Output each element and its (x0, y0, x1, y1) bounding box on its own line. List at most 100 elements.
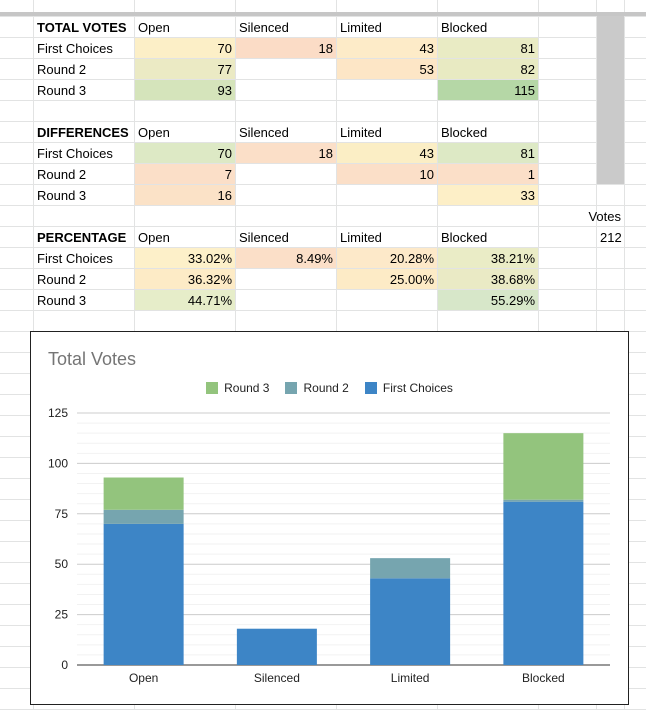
row-label-cell[interactable]: First Choices (37, 146, 113, 161)
bar-round-2 (103, 509, 184, 524)
legend-label: Round 3 (224, 381, 270, 395)
value-cell[interactable]: 7 (135, 164, 235, 184)
value-cell[interactable]: 33.02% (135, 248, 235, 268)
value-cell[interactable] (337, 290, 437, 310)
value-cell[interactable]: 10 (337, 164, 437, 184)
grid-row-line (0, 16, 646, 17)
value-cell[interactable] (236, 269, 336, 289)
grid-row-line (0, 310, 646, 311)
value-cell[interactable]: 38.68% (438, 269, 538, 289)
chart-plot: 0 25 50 75 100 125 Open Silenced Limited Blocked (48, 406, 610, 685)
value-cell[interactable]: 20.28% (337, 248, 437, 268)
value-cell[interactable]: 33 (438, 185, 538, 205)
row-label-cell[interactable]: Round 2 (37, 62, 87, 77)
column-header-cell[interactable]: Blocked (441, 20, 488, 35)
legend-item[interactable]: Round 3 (206, 381, 269, 395)
section-title-cell[interactable]: TOTAL VOTES (37, 20, 127, 35)
y-tick-label: 125 (48, 406, 68, 420)
grid-row-line (0, 163, 646, 164)
section-title-cell[interactable]: DIFFERENCES (37, 125, 129, 140)
column-header-cell[interactable]: Open (138, 125, 170, 140)
y-tick-label: 100 (48, 456, 68, 470)
value-cell[interactable]: 44.71% (135, 290, 235, 310)
value-cell[interactable] (337, 185, 437, 205)
column-header-cell[interactable]: Silenced (239, 125, 289, 140)
value-cell[interactable] (236, 164, 336, 184)
frozen-row-divider[interactable] (0, 12, 646, 16)
grid-row-line (0, 205, 646, 206)
legend-swatch (206, 382, 219, 394)
section-title-cell[interactable]: PERCENTAGE (37, 230, 127, 245)
y-tick-label: 75 (55, 507, 69, 521)
value-cell[interactable]: 93 (135, 80, 235, 100)
y-tick-label: 0 (61, 658, 68, 672)
grid-row-line (0, 268, 646, 269)
column-header-cell[interactable]: Limited (340, 20, 382, 35)
value-cell[interactable]: 53 (337, 59, 437, 79)
row-label-cell[interactable]: Round 2 (37, 167, 87, 182)
value-cell[interactable] (236, 59, 336, 79)
grid-row-line (0, 37, 646, 38)
row-label-cell[interactable]: First Choices (37, 251, 113, 266)
bar-round-3 (503, 433, 584, 500)
value-cell[interactable] (236, 185, 336, 205)
value-cell[interactable]: 1 (438, 164, 538, 184)
chart-legend: Round 3 Round 2 First Choices (31, 381, 628, 395)
value-cell[interactable]: 77 (135, 59, 235, 79)
value-cell[interactable]: 16 (135, 185, 235, 205)
grid-row-line (0, 79, 646, 80)
legend-label: Round 2 (303, 381, 349, 395)
gray-filled-cells[interactable] (597, 16, 624, 184)
row-label-cell[interactable]: First Choices (37, 41, 113, 56)
row-label-cell[interactable]: Round 3 (37, 83, 87, 98)
column-header-cell[interactable]: Limited (340, 230, 382, 245)
legend-label: First Choices (382, 381, 453, 395)
x-tick-label: Limited (391, 671, 430, 685)
chart-total-votes[interactable]: Total Votes Round 3 Round 2 First Choices … (30, 331, 629, 705)
value-cell[interactable] (236, 290, 336, 310)
value-cell[interactable]: 55.29% (438, 290, 538, 310)
value-cell[interactable]: 70 (135, 143, 235, 163)
bar-first-choices (103, 523, 184, 665)
grid-row-line (0, 58, 646, 59)
value-cell[interactable]: 81 (438, 143, 538, 163)
value-cell[interactable]: 43 (337, 38, 437, 58)
legend-item[interactable]: Round 2 (285, 381, 349, 395)
grid-row-line (0, 142, 646, 143)
column-header-cell[interactable]: Open (138, 230, 170, 245)
value-cell[interactable]: 18 (236, 143, 336, 163)
y-tick-label: 25 (55, 608, 69, 622)
column-header-cell[interactable]: Open (138, 20, 170, 35)
value-cell[interactable]: 70 (135, 38, 235, 58)
column-header-cell[interactable]: Silenced (239, 20, 289, 35)
value-cell[interactable]: 115 (438, 80, 538, 100)
value-cell[interactable]: 8.49% (236, 248, 336, 268)
value-cell[interactable]: 43 (337, 143, 437, 163)
grid-row-line (0, 121, 646, 122)
value-cell[interactable]: 36.32% (135, 269, 235, 289)
row-label-cell[interactable]: Round 3 (37, 293, 87, 308)
bar-round-2 (503, 499, 584, 502)
chart-title: Total Votes (48, 349, 137, 369)
value-cell[interactable]: 82 (438, 59, 538, 79)
row-label-cell[interactable]: Round 3 (37, 188, 87, 203)
grid-row-line (0, 247, 646, 248)
x-tick-label: Silenced (254, 671, 300, 685)
value-cell[interactable] (337, 80, 437, 100)
column-header-cell[interactable]: Limited (340, 125, 382, 140)
x-tick-label: Blocked (522, 671, 565, 685)
grid-row-line (0, 289, 646, 290)
votes-label-cell[interactable]: Votes (588, 209, 621, 224)
value-cell[interactable]: 38.21% (438, 248, 538, 268)
column-header-cell[interactable]: Blocked (441, 230, 488, 245)
value-cell[interactable] (236, 80, 336, 100)
value-cell[interactable]: 81 (438, 38, 538, 58)
column-header-cell[interactable]: Blocked (441, 125, 488, 140)
legend-item[interactable]: First Choices (364, 381, 453, 395)
value-cell[interactable]: 25.00% (337, 269, 437, 289)
column-header-cell[interactable]: Silenced (239, 230, 289, 245)
row-label-cell[interactable]: Round 2 (37, 272, 87, 287)
bar-round-3 (103, 477, 184, 510)
votes-value-cell[interactable]: 212 (600, 230, 622, 245)
value-cell[interactable]: 18 (236, 38, 336, 58)
